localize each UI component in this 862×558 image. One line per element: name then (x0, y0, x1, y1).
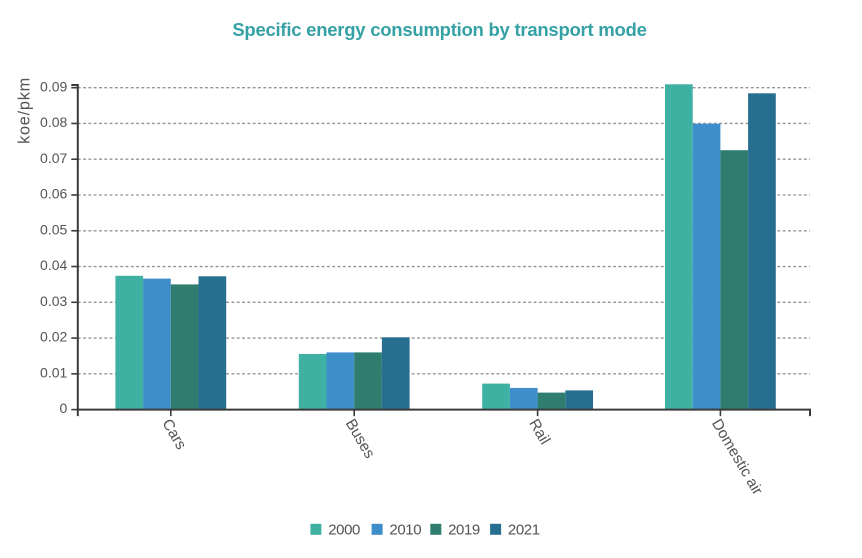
svg-text:2010: 2010 (389, 522, 421, 539)
svg-text:0.09: 0.09 (40, 78, 67, 94)
svg-text:0.03: 0.03 (40, 293, 67, 309)
svg-text:Specific energy consumption by: Specific energy consumption by transport… (232, 19, 646, 40)
svg-text:0: 0 (60, 400, 68, 416)
svg-text:0.04: 0.04 (40, 257, 67, 273)
svg-text:0.07: 0.07 (40, 150, 67, 166)
svg-text:2021: 2021 (508, 522, 540, 539)
svg-text:0.05: 0.05 (40, 221, 67, 237)
svg-text:0.06: 0.06 (40, 186, 67, 202)
svg-text:0.02: 0.02 (40, 329, 67, 345)
svg-text:koe/pkm: koe/pkm (16, 77, 34, 144)
svg-text:0.01: 0.01 (40, 364, 67, 380)
svg-text:2019: 2019 (448, 522, 480, 539)
svg-text:0.08: 0.08 (40, 114, 67, 130)
svg-text:2000: 2000 (328, 522, 360, 539)
